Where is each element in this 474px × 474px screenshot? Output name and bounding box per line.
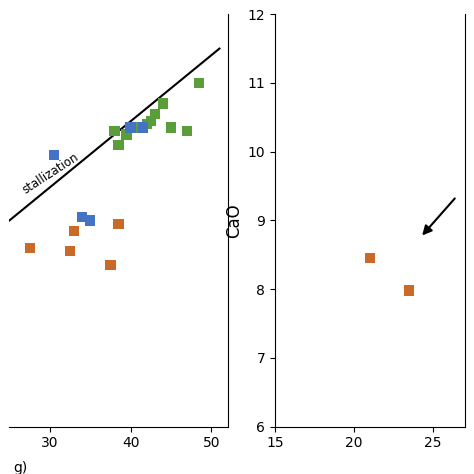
- Point: [139, 124, 146, 131]
- Point: [110, 127, 118, 135]
- Point: [66, 247, 74, 255]
- Point: [195, 79, 203, 87]
- Text: stallization: stallization: [20, 150, 82, 196]
- Point: [115, 141, 122, 149]
- Point: [183, 127, 191, 135]
- Point: [366, 255, 374, 262]
- Point: [135, 124, 143, 131]
- Point: [26, 244, 34, 252]
- Point: [127, 124, 135, 131]
- Point: [50, 151, 58, 159]
- Point: [143, 120, 151, 128]
- Point: [78, 213, 86, 221]
- Point: [123, 131, 130, 138]
- Text: g): g): [14, 461, 28, 474]
- Point: [70, 227, 78, 235]
- Point: [115, 220, 122, 228]
- Point: [147, 117, 155, 125]
- Point: [405, 287, 413, 294]
- Point: [107, 261, 114, 269]
- Point: [151, 110, 159, 118]
- Point: [167, 124, 175, 131]
- Y-axis label: CaO: CaO: [225, 203, 243, 238]
- Point: [86, 217, 94, 224]
- Point: [159, 100, 167, 108]
